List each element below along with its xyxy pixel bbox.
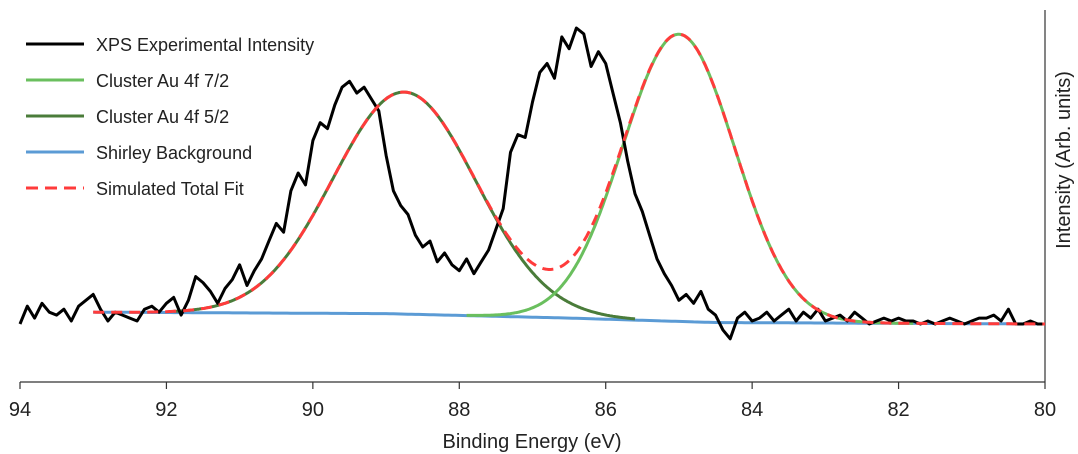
x-axis-label: Binding Energy (eV) [443, 431, 622, 453]
legend-label: Simulated Total Fit [96, 179, 244, 199]
x-ticks: 94 92 90 88 86 84 82 80 [9, 382, 1056, 421]
x-tick-label: 88 [448, 399, 470, 421]
x-tick-label: 82 [887, 399, 909, 421]
cluster-au-4f72-line [466, 32, 914, 325]
legend-label: Cluster Au 4f 7/2 [96, 71, 229, 91]
legend-label: XPS Experimental Intensity [96, 35, 314, 55]
x-tick-label: 84 [741, 399, 763, 421]
series-layer [18, 26, 1045, 341]
x-tick-label: 90 [302, 399, 324, 421]
legend-label: Shirley Background [96, 143, 252, 163]
simulated-total-fit-line [93, 32, 1045, 326]
experimental-intensity-line [18, 26, 1045, 341]
x-tick-label: 80 [1034, 399, 1056, 421]
x-tick-label: 94 [9, 399, 31, 421]
legend-label: Cluster Au 4f 5/2 [96, 107, 229, 127]
cluster-au-4f52-line [173, 90, 636, 321]
legend: XPS Experimental Intensity Cluster Au 4f … [26, 35, 314, 199]
x-tick-label: 86 [595, 399, 617, 421]
x-tick-label: 92 [155, 399, 177, 421]
y-axis-label: Intensity (Arb. units) [1053, 71, 1075, 249]
